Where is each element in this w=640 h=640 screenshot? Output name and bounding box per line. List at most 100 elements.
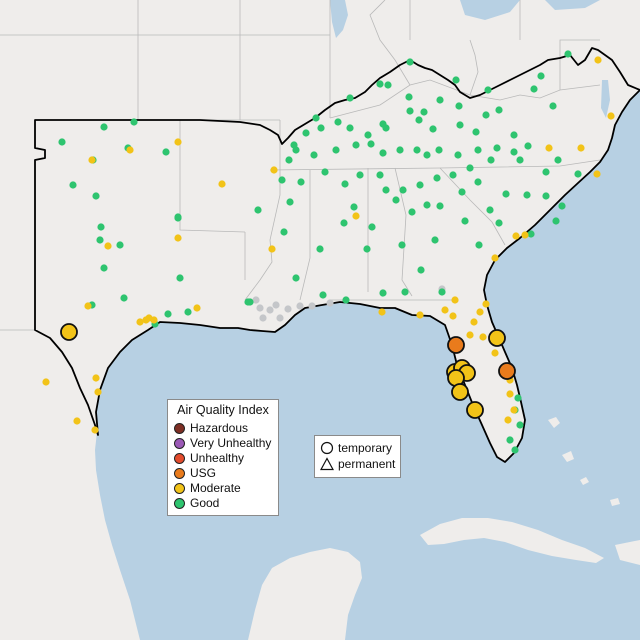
good-site-marker[interactable]	[162, 148, 170, 156]
good-site-marker[interactable]	[495, 219, 503, 227]
good-site-marker[interactable]	[392, 196, 400, 204]
good-site-marker[interactable]	[537, 72, 545, 80]
good-site-marker[interactable]	[474, 178, 482, 186]
good-site-marker[interactable]	[321, 168, 329, 176]
moderate-site-marker[interactable]	[42, 378, 50, 386]
moderate-site-marker[interactable]	[378, 308, 386, 316]
good-site-marker[interactable]	[254, 206, 262, 214]
moderate-site-marker[interactable]	[84, 302, 92, 310]
moderate-site-marker[interactable]	[451, 296, 459, 304]
moderate-site-marker[interactable]	[352, 212, 360, 220]
good-site-marker[interactable]	[523, 191, 531, 199]
good-site-marker[interactable]	[461, 217, 469, 225]
good-site-marker[interactable]	[96, 236, 104, 244]
good-site-marker[interactable]	[466, 164, 474, 172]
moderate-temporary-site-marker[interactable]	[60, 323, 78, 341]
good-site-marker[interactable]	[334, 118, 342, 126]
good-site-marker[interactable]	[530, 85, 538, 93]
moderate-site-marker[interactable]	[482, 300, 490, 308]
moderate-site-marker[interactable]	[491, 349, 499, 357]
good-site-marker[interactable]	[423, 151, 431, 159]
moderate-site-marker[interactable]	[150, 316, 158, 324]
good-site-marker[interactable]	[436, 202, 444, 210]
good-site-marker[interactable]	[431, 236, 439, 244]
good-site-marker[interactable]	[516, 156, 524, 164]
good-site-marker[interactable]	[58, 138, 66, 146]
moderate-site-marker[interactable]	[218, 180, 226, 188]
moderate-site-marker[interactable]	[449, 312, 457, 320]
good-site-marker[interactable]	[486, 206, 494, 214]
good-site-marker[interactable]	[484, 86, 492, 94]
good-site-marker[interactable]	[280, 228, 288, 236]
usg-temporary-site-marker[interactable]	[498, 362, 516, 380]
good-site-marker[interactable]	[376, 171, 384, 179]
good-site-marker[interactable]	[433, 174, 441, 182]
moderate-site-marker[interactable]	[504, 416, 512, 424]
good-site-marker[interactable]	[350, 203, 358, 211]
usg-temporary-site-marker[interactable]	[447, 336, 465, 354]
moderate-site-marker[interactable]	[270, 166, 278, 174]
moderate-site-marker[interactable]	[73, 417, 81, 425]
moderate-site-marker[interactable]	[193, 304, 201, 312]
good-site-marker[interactable]	[574, 170, 582, 178]
good-site-marker[interactable]	[413, 146, 421, 154]
good-site-marker[interactable]	[493, 144, 501, 152]
good-site-marker[interactable]	[244, 298, 252, 306]
moderate-site-marker[interactable]	[268, 245, 276, 253]
good-site-marker[interactable]	[438, 288, 446, 296]
moderate-site-marker[interactable]	[491, 254, 499, 262]
good-site-marker[interactable]	[482, 111, 490, 119]
good-site-marker[interactable]	[542, 168, 550, 176]
no-data-site-marker[interactable]	[272, 301, 280, 309]
good-site-marker[interactable]	[384, 81, 392, 89]
good-site-marker[interactable]	[554, 156, 562, 164]
good-site-marker[interactable]	[506, 436, 514, 444]
good-site-marker[interactable]	[286, 198, 294, 206]
good-site-marker[interactable]	[429, 125, 437, 133]
good-site-marker[interactable]	[120, 294, 128, 302]
good-site-marker[interactable]	[297, 178, 305, 186]
good-site-marker[interactable]	[399, 186, 407, 194]
good-site-marker[interactable]	[449, 171, 457, 179]
moderate-site-marker[interactable]	[506, 390, 514, 398]
good-site-marker[interactable]	[285, 156, 293, 164]
good-site-marker[interactable]	[502, 190, 510, 198]
good-site-marker[interactable]	[564, 50, 572, 58]
good-site-marker[interactable]	[406, 107, 414, 115]
good-site-marker[interactable]	[415, 116, 423, 124]
moderate-site-marker[interactable]	[88, 156, 96, 164]
good-site-marker[interactable]	[356, 171, 364, 179]
moderate-site-marker[interactable]	[441, 306, 449, 314]
moderate-temporary-site-marker[interactable]	[488, 329, 506, 347]
moderate-site-marker[interactable]	[174, 138, 182, 146]
good-site-marker[interactable]	[416, 181, 424, 189]
good-site-marker[interactable]	[475, 241, 483, 249]
moderate-temporary-site-marker[interactable]	[466, 401, 484, 419]
good-site-marker[interactable]	[278, 176, 286, 184]
good-site-marker[interactable]	[340, 219, 348, 227]
good-site-marker[interactable]	[516, 421, 524, 429]
moderate-site-marker[interactable]	[479, 333, 487, 341]
no-data-site-marker[interactable]	[252, 296, 260, 304]
good-site-marker[interactable]	[100, 123, 108, 131]
good-site-marker[interactable]	[184, 308, 192, 316]
good-site-marker[interactable]	[436, 96, 444, 104]
moderate-site-marker[interactable]	[104, 242, 112, 250]
no-data-site-marker[interactable]	[276, 314, 284, 322]
moderate-site-marker[interactable]	[512, 232, 520, 240]
moderate-site-marker[interactable]	[593, 170, 601, 178]
good-site-marker[interactable]	[527, 230, 535, 238]
no-data-site-marker[interactable]	[296, 302, 304, 310]
good-site-marker[interactable]	[472, 128, 480, 136]
good-site-marker[interactable]	[408, 208, 416, 216]
moderate-site-marker[interactable]	[92, 374, 100, 382]
good-site-marker[interactable]	[455, 102, 463, 110]
good-site-marker[interactable]	[474, 146, 482, 154]
good-site-marker[interactable]	[396, 146, 404, 154]
good-site-marker[interactable]	[97, 223, 105, 231]
good-site-marker[interactable]	[401, 288, 409, 296]
good-site-marker[interactable]	[367, 140, 375, 148]
moderate-site-marker[interactable]	[174, 234, 182, 242]
good-site-marker[interactable]	[376, 80, 384, 88]
